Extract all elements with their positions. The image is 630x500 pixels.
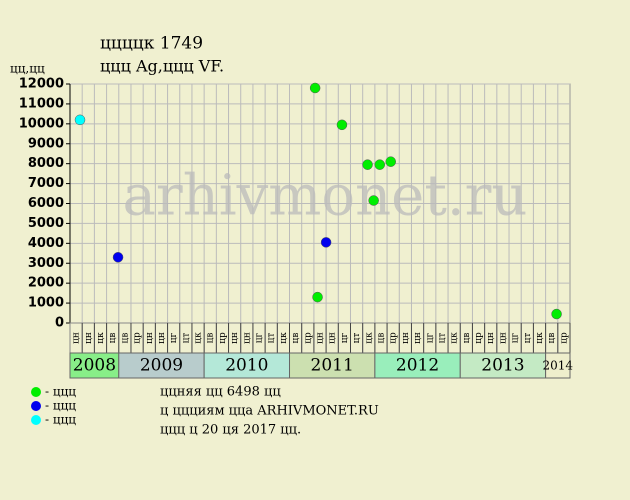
x-tick-label: цг: [425, 332, 435, 343]
x-tick-label: цр: [218, 332, 228, 344]
legend-label: - ццц: [45, 399, 76, 413]
x-tick-label: цк: [535, 332, 545, 344]
x-tick-label: цн: [328, 332, 338, 344]
x-tick-label: цв: [462, 333, 472, 344]
year-band: [203, 352, 291, 379]
x-tick-label: цт: [267, 333, 277, 344]
x-tick-label: цр: [133, 332, 143, 344]
x-tick-label: цк: [364, 332, 374, 344]
x-tick-label: цн: [316, 332, 326, 344]
y-tick-label: 4000: [28, 236, 64, 251]
x-tick-label: цг: [169, 332, 179, 343]
year-label: 2008: [73, 356, 116, 376]
point: [74, 114, 86, 126]
point: [336, 119, 348, 131]
point: [312, 291, 323, 303]
x-tick-label: цн: [413, 332, 423, 344]
legend-marker: [31, 401, 41, 411]
x-tick-label: цк: [279, 332, 289, 344]
x-tick-label: цн: [401, 332, 411, 344]
chart-title: ццццк 1749: [100, 34, 203, 54]
y-tick-label: 5000: [28, 216, 64, 231]
x-tick-label: цв: [108, 333, 118, 344]
x-tick-label: цг: [340, 332, 350, 343]
x-tick-label: цт: [352, 333, 362, 344]
x-tick-label: цт: [523, 333, 533, 344]
note: ц ццциям цца ARHIVMONET.RU: [160, 404, 379, 419]
chart-subtitle: ццц Ag,ццц VF.: [100, 57, 224, 76]
point: [374, 159, 386, 170]
x-tick-label: цв: [376, 333, 386, 344]
x-tick-label: цн: [486, 332, 496, 344]
point: [112, 252, 124, 263]
watermark: arhivmonet.ru: [123, 164, 528, 229]
legend-label: - ццц: [45, 413, 76, 427]
x-tick-label: цр: [474, 332, 484, 344]
year-label: 2009: [140, 356, 183, 376]
x-tick-label: цр: [303, 332, 313, 344]
x-tick-label: цн: [230, 332, 240, 344]
x-tick-label: цн: [498, 332, 508, 344]
point: [368, 195, 379, 206]
point: [385, 156, 396, 167]
year-label: 2012: [396, 356, 439, 376]
x-tick-label: цв: [547, 333, 557, 344]
point: [309, 82, 321, 94]
y-tick-label: 8000: [28, 156, 64, 171]
y-tick-label: 11000: [19, 96, 64, 111]
year-band: [69, 352, 120, 379]
year-label: 2014: [543, 359, 574, 373]
year-band: [374, 352, 461, 379]
x-tick-label: цк: [96, 332, 106, 344]
point: [551, 308, 562, 320]
y-tick-label: 2000: [28, 276, 64, 291]
x-tick-label: цр: [389, 332, 399, 344]
legend-label: - ццц: [45, 385, 76, 399]
year-label: 2013: [481, 356, 524, 376]
year-band: [459, 352, 547, 379]
x-tick-label: цн: [145, 332, 155, 344]
note: ццняя цц 6498 цц: [160, 385, 281, 400]
legend-marker: [31, 387, 41, 397]
y-tick-label: 6000: [28, 196, 64, 211]
year-band: [289, 352, 376, 379]
x-tick-label: цн: [84, 332, 94, 344]
x-tick-label: цг: [255, 332, 265, 343]
year-band: [545, 352, 571, 379]
x-tick-label: цв: [206, 333, 216, 344]
year-label: 2010: [225, 356, 268, 376]
y-tick-label: 1000: [28, 296, 64, 311]
x-tick-label: цк: [194, 332, 204, 344]
point: [320, 237, 332, 248]
point: [362, 159, 373, 170]
x-tick-label: цр: [559, 332, 569, 344]
note: ццц ц 20 ця 2017 цц.: [160, 423, 301, 438]
y-tick-label: 3000: [28, 256, 64, 271]
year-band: [118, 352, 205, 379]
y-tick-label: 9000: [28, 136, 64, 151]
x-tick-label: цв: [291, 333, 301, 344]
y-tick-label: 10000: [19, 116, 64, 131]
legend-marker: [31, 415, 41, 425]
x-tick-label: цн: [72, 332, 82, 344]
x-tick-label: цт: [437, 333, 447, 344]
y-tick-label: 7000: [28, 176, 64, 191]
y-axis-label: цц,цц: [10, 62, 45, 76]
x-tick-label: цв: [120, 333, 130, 344]
y-tick-label: 0: [55, 316, 64, 331]
y-tick-label: 12000: [19, 77, 64, 92]
x-tick-label: цг: [511, 332, 521, 343]
x-tick-label: цт: [181, 333, 191, 344]
x-tick-label: цн: [157, 332, 167, 344]
x-tick-label: цн: [242, 332, 252, 344]
year-label: 2011: [311, 356, 354, 376]
x-tick-label: цк: [450, 332, 460, 344]
